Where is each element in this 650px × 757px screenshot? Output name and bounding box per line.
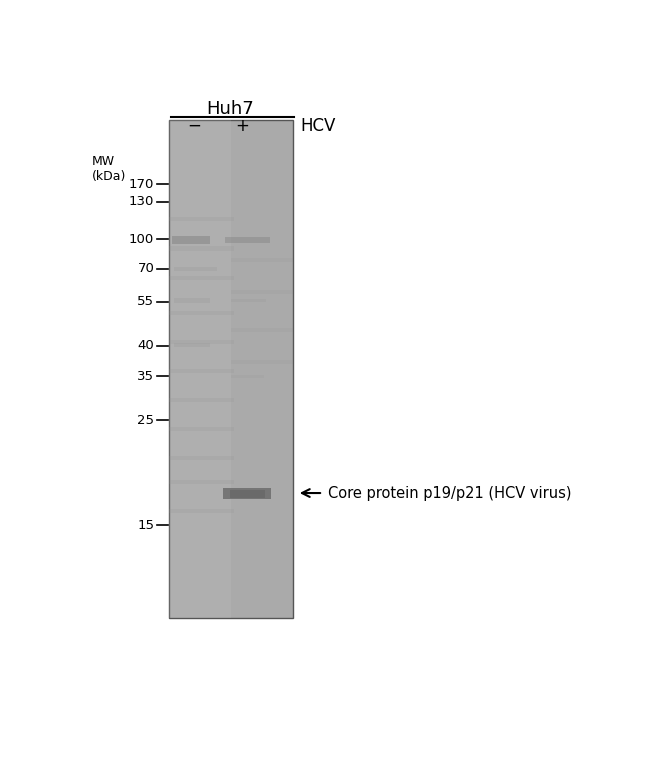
Bar — [231, 258, 292, 262]
Text: 130: 130 — [129, 195, 154, 208]
Text: 15: 15 — [137, 519, 154, 531]
Bar — [174, 267, 217, 271]
Bar — [170, 120, 292, 618]
Bar — [170, 456, 233, 460]
Text: MW
(kDa): MW (kDa) — [92, 155, 126, 183]
Text: 55: 55 — [137, 295, 154, 308]
Text: −: − — [188, 117, 202, 135]
Bar — [170, 369, 233, 373]
Text: +: + — [235, 117, 250, 135]
Bar — [170, 276, 233, 279]
Bar — [231, 375, 264, 378]
Text: Huh7: Huh7 — [206, 101, 254, 119]
Bar — [170, 480, 233, 484]
Bar — [170, 340, 233, 344]
Bar — [231, 290, 292, 294]
Bar — [231, 299, 266, 303]
Bar — [170, 310, 233, 315]
Bar — [224, 488, 271, 499]
Text: 100: 100 — [129, 233, 154, 246]
Bar — [170, 398, 233, 402]
Bar — [170, 427, 233, 431]
Text: Core protein p19/p21 (HCV virus): Core protein p19/p21 (HCV virus) — [328, 485, 571, 500]
Text: 170: 170 — [129, 178, 154, 191]
Bar — [170, 247, 233, 251]
Text: HCV: HCV — [300, 117, 336, 135]
Bar — [230, 490, 265, 497]
Bar — [170, 120, 231, 618]
Bar — [174, 298, 210, 303]
Bar — [225, 236, 270, 243]
Text: 70: 70 — [137, 262, 154, 275]
Text: 40: 40 — [138, 339, 154, 352]
Text: 35: 35 — [137, 370, 154, 383]
Bar — [172, 236, 210, 244]
Text: 25: 25 — [137, 413, 154, 427]
Bar — [231, 360, 292, 363]
Bar — [170, 509, 233, 512]
Bar — [170, 217, 233, 221]
Bar — [174, 343, 210, 347]
Bar — [231, 328, 292, 332]
